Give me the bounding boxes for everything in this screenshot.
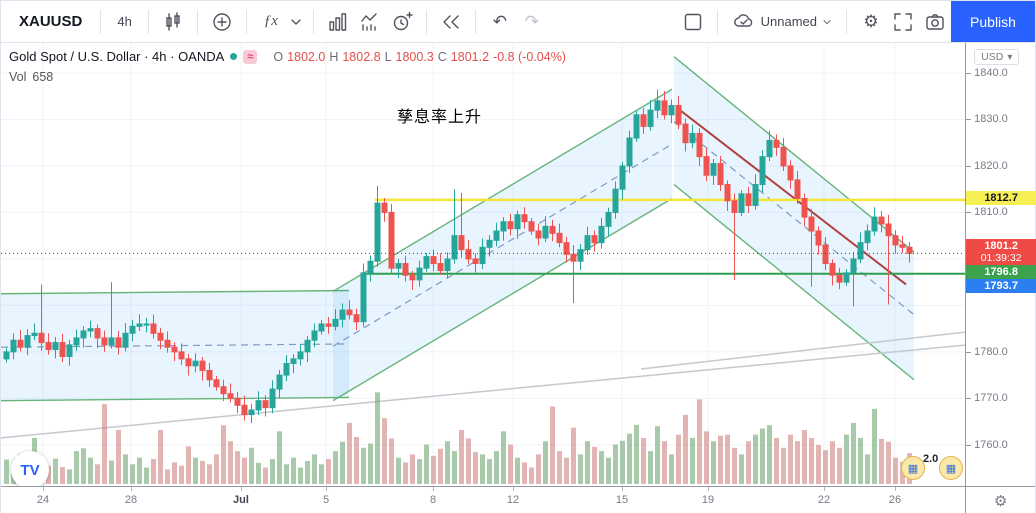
time-tick-mark [895, 487, 896, 491]
toolbar-separator [846, 9, 847, 34]
time-tick-label: 24 [36, 494, 50, 506]
price-level-chip: 1793.7 [966, 279, 1036, 294]
layout-grid-icon[interactable] [677, 6, 709, 38]
price-tick-label: 1810.0 [966, 206, 1008, 218]
price-level-chip: 1796.8 [966, 264, 1036, 279]
interval-button[interactable]: 4h [117, 14, 132, 29]
time-settings-gear-icon[interactable]: ⚙ [993, 492, 1008, 510]
price-axis[interactable]: USD ▾ 1840.0 1830.0 1820.0 1810.0 1780.0 1770… [965, 43, 1036, 486]
tradingview-logo[interactable]: TV [11, 451, 49, 486]
price-tick-label: 1770.0 [966, 392, 1008, 404]
price-level-chip: 1801.2 01:39:32 [966, 239, 1036, 266]
time-tick-label: 8 [429, 494, 437, 506]
reaction-badge-icon[interactable]: ▦ [939, 456, 963, 480]
low-value: 1800.3 [395, 49, 434, 64]
toolbar-separator [147, 9, 149, 34]
chart-title[interactable]: Gold Spot / U.S. Dollar · 4h · OANDA [9, 49, 225, 64]
price-level-chip: 1812.7 [966, 190, 1036, 205]
time-axis[interactable]: 24 28 Jul 5 8 12 15 19 22 26 ⚙ [1, 486, 1035, 513]
time-tick-label: 19 [701, 494, 715, 506]
settings-gear-icon[interactable]: ⚙ [863, 12, 879, 31]
close-value: 1801.2 [450, 49, 490, 64]
volume-label[interactable]: Vol [9, 70, 27, 84]
toolbar-separator [312, 9, 314, 34]
time-tick-label: 12 [506, 494, 520, 506]
time-tick-mark [824, 487, 825, 491]
layout-name-menu[interactable]: Unnamed [726, 11, 838, 33]
time-tick-mark [326, 487, 327, 491]
time-tick-label: 15 [615, 494, 629, 506]
high-value: 1802.8 [342, 49, 381, 64]
chart-pattern-icon[interactable] [354, 6, 386, 38]
chart-type-candles-icon[interactable] [157, 6, 189, 38]
market-status-dot[interactable] [230, 53, 238, 60]
compare-add-icon[interactable] [206, 6, 238, 38]
chart-text-annotation[interactable]: 孳息率上升 [397, 109, 483, 126]
bar-chart-icon[interactable] [322, 6, 354, 38]
toolbar-separator [100, 9, 102, 34]
cloud-saved-icon [733, 13, 752, 27]
replay-icon[interactable] [435, 6, 467, 38]
time-tick-mark [131, 487, 132, 491]
price-tick-label: 1780.0 [966, 346, 1008, 358]
chart-pane[interactable]: Gold Spot / U.S. Dollar · 4h · OANDA ≈ O… [1, 43, 966, 486]
top-toolbar: XAUUSD 4h ƒx [1, 1, 1035, 43]
redo-icon: ↷ [524, 12, 539, 31]
chevron-down-icon [823, 19, 831, 24]
chart-area: Gold Spot / U.S. Dollar · 4h · OANDA ≈ O… [1, 43, 1036, 486]
toolbar-separator [245, 9, 247, 34]
reaction-badge-icon[interactable]: ▦ [901, 456, 925, 480]
chevron-down-icon: ▾ [1007, 51, 1013, 63]
volume-value: 658 [32, 70, 54, 84]
price-tick-label: 1760.0 [966, 439, 1008, 451]
toolbar-separator [425, 9, 427, 34]
close-label: C [437, 49, 447, 64]
reaction-count: 2.0 [923, 453, 939, 465]
camera-snapshot-icon[interactable] [919, 6, 951, 38]
volume-bars [4, 392, 912, 484]
notes-flag-icon[interactable]: ≈ [243, 49, 258, 64]
price-tick-label: 1840.0 [966, 67, 1008, 79]
low-label: L [384, 49, 392, 64]
time-tick-label: 22 [817, 494, 831, 506]
toolbar-separator [474, 9, 476, 34]
price-tick-label: 1830.0 [966, 113, 1008, 125]
time-tick-label: 26 [888, 494, 902, 506]
time-tick-mark [708, 487, 709, 491]
indicators-fx-icon[interactable]: ƒx [263, 13, 278, 29]
alert-plus-icon[interactable] [386, 6, 418, 38]
time-axis-scale[interactable]: 24 28 Jul 5 8 12 15 19 22 26 [1, 487, 965, 513]
reaction-badges[interactable]: ▦ 2.0 ▦ [901, 453, 965, 481]
time-tick-label: Jul [233, 494, 249, 506]
time-tick-mark [622, 487, 623, 491]
toolbar-separator [196, 9, 198, 34]
layout-name-label: Unnamed [760, 14, 817, 29]
time-axis-settings[interactable]: ⚙ [965, 487, 1035, 513]
change-value: -0.8 (-0.04%) [493, 49, 566, 64]
currency-selector[interactable]: USD ▾ [974, 49, 1020, 65]
ohlc-values: O 1802.0 H 1802.8 L 1800.3 C 1801.2 -0.8 (-0… [273, 50, 566, 64]
open-label: O [273, 49, 284, 64]
symbol-button[interactable]: XAUUSD [19, 13, 83, 30]
time-tick-label: 5 [322, 494, 330, 506]
toolbar-separator [716, 9, 718, 34]
time-tick-mark [433, 487, 434, 491]
open-value: 1802.0 [287, 49, 326, 64]
time-tick-mark [241, 487, 242, 491]
time-tick-mark [43, 487, 44, 491]
time-tick-mark [513, 487, 514, 491]
candles [3, 89, 913, 423]
price-tick-label: 1820.0 [966, 160, 1008, 172]
chart-legend: Gold Spot / U.S. Dollar · 4h · OANDA ≈ O… [9, 49, 566, 84]
time-tick-label: 28 [124, 494, 138, 506]
fullscreen-icon[interactable] [887, 6, 919, 38]
high-label: H [329, 49, 339, 64]
undo-icon[interactable]: ↶ [492, 12, 507, 31]
currency-label: USD [981, 51, 1004, 63]
price-chart[interactable] [1, 43, 966, 486]
publish-button[interactable]: Publish [951, 1, 1035, 42]
indicator-templates-chevron-icon[interactable] [287, 6, 305, 38]
